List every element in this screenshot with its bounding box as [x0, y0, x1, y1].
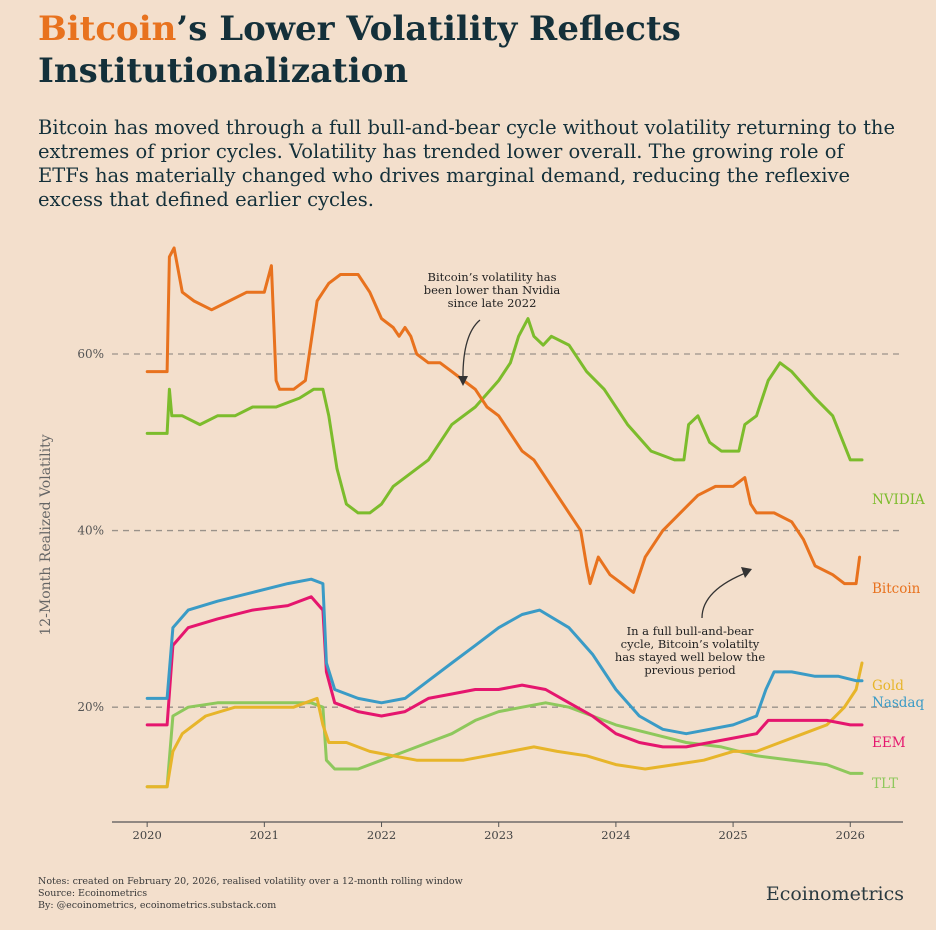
- annotation-top-arrowhead: [458, 376, 468, 386]
- series-label-gold: Gold: [872, 678, 904, 694]
- x-tick-label: 2025: [718, 828, 747, 842]
- y-tick-label: 60%: [77, 347, 104, 361]
- series-line-bitcoin: [145, 246, 862, 594]
- series-line-tlt: [145, 701, 864, 789]
- brand-logo-text: Ecoinometrics: [765, 883, 904, 905]
- series-lines: [145, 246, 864, 789]
- chart-title: Bitcoin’s Lower Volatility Reflects Inst…: [38, 8, 918, 92]
- annotation-bottom-arrow: [701, 571, 749, 619]
- annotation-top-line: been lower than Nvidia: [424, 283, 561, 297]
- x-tick-label: 2020: [133, 828, 162, 842]
- series-label-nasdaq: Nasdaq: [872, 695, 924, 711]
- title-highlight: Bitcoin: [38, 9, 177, 49]
- x-tick-label: 2024: [601, 828, 630, 842]
- x-tick-label: 2022: [367, 828, 396, 842]
- annotation-top-arrow: [462, 319, 481, 383]
- annotation-bottom-line: has stayed well below the: [615, 650, 765, 664]
- annotation-top-line: Bitcoin’s volatility has: [428, 270, 557, 284]
- x-tick-label: 2026: [836, 828, 865, 842]
- volatility-line-chart: 20% 40% 60% 12-Month Realized Volatility 20…: [38, 246, 925, 842]
- title-rest: ’s Lower Volatility Reflects: [176, 9, 681, 49]
- series-line-gold: [145, 661, 864, 789]
- x-tick-label: 2023: [484, 828, 513, 842]
- title-line2: Institutionalization: [38, 51, 409, 91]
- by-line: By: @ecoinometrics, ecoinometrics.substa…: [38, 900, 277, 911]
- source-line: Source: Ecoinometrics: [38, 888, 148, 899]
- notes-line: Notes: created on February 20, 2026, rea…: [38, 876, 463, 887]
- x-tick-label: 2021: [250, 828, 279, 842]
- annotation-bottom-line: In a full bull-and-bear: [627, 624, 754, 638]
- annotation-bottom-arrowhead: [741, 567, 752, 578]
- annotation-top-line: since late 2022: [448, 296, 537, 310]
- y-tick-label: 40%: [77, 524, 104, 538]
- y-axis-label: 12-Month Realized Volatility: [38, 434, 54, 635]
- series-label-nvidia: NVIDIA: [872, 492, 925, 508]
- series-label-bitcoin: Bitcoin: [872, 581, 921, 597]
- annotation-bottom-line: previous period: [644, 663, 736, 677]
- y-tick-label: 20%: [77, 700, 104, 714]
- footer-notes: Notes: created on February 20, 2026, rea…: [38, 876, 463, 912]
- series-label-tlt: TLT: [872, 776, 898, 792]
- chart-subtitle: Bitcoin has moved through a full bull-an…: [38, 116, 896, 211]
- series-line-nasdaq: [145, 577, 864, 736]
- series-label-eem: EEM: [872, 735, 906, 751]
- gridlines: 20% 40% 60%: [77, 347, 903, 714]
- series-line-eem: [145, 595, 864, 749]
- series-line-nvidia: [145, 317, 864, 515]
- axes: 12-Month Realized Volatility 2020 2021 2022…: [38, 434, 903, 842]
- annotation-bottom-line: cycle, Bitcoin’s volatilty: [621, 637, 760, 651]
